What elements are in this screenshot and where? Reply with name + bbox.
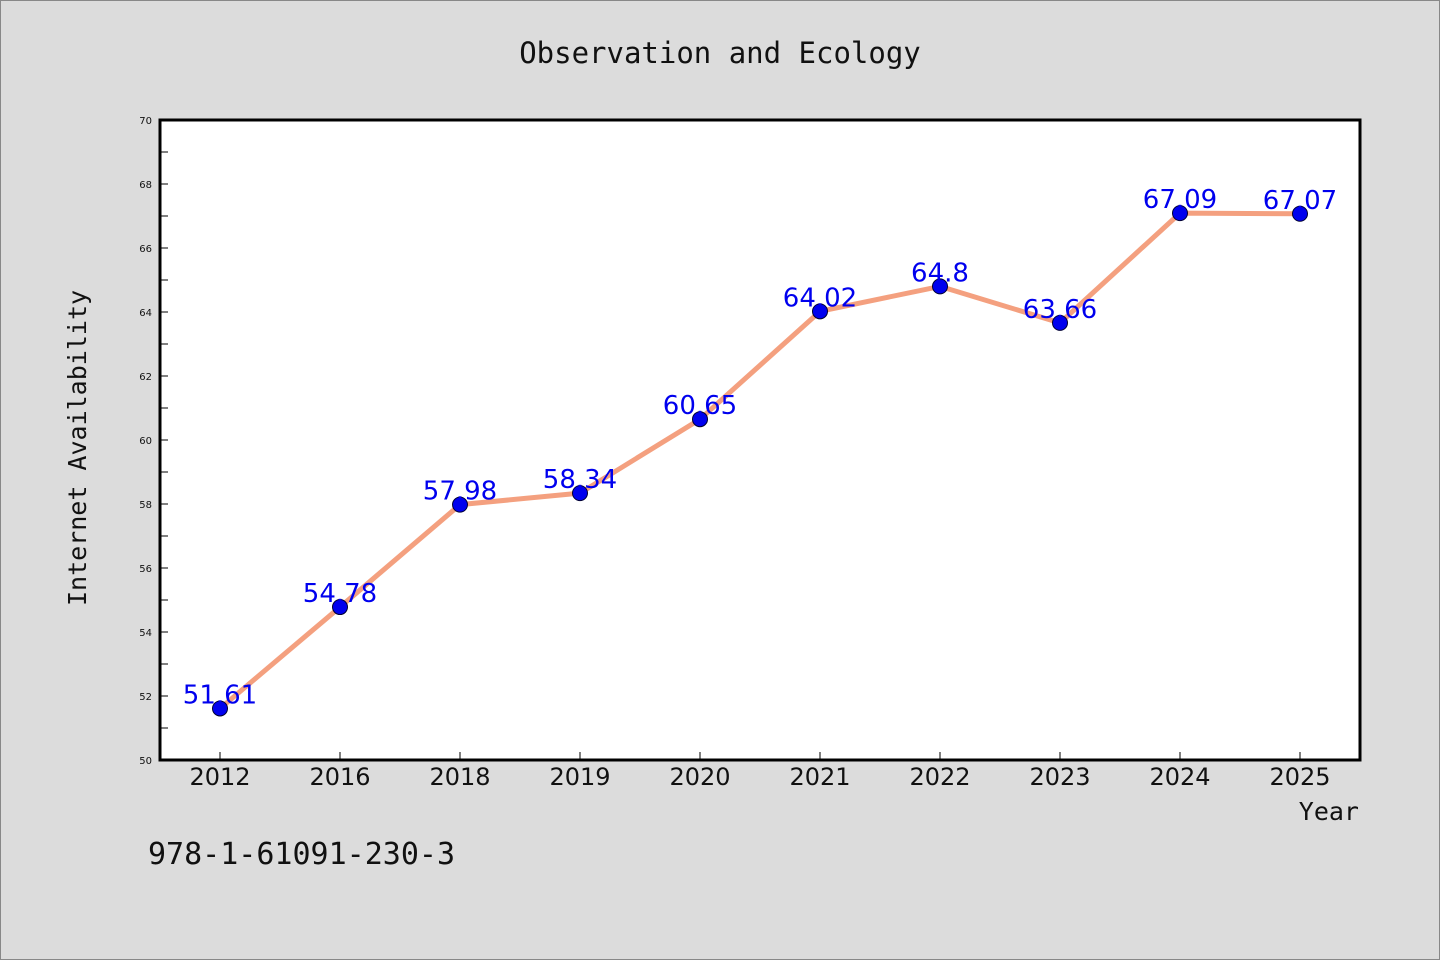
x-tick-label: 2020: [669, 763, 730, 791]
data-point: [932, 278, 948, 295]
y-tick-label: 54: [139, 628, 152, 639]
plot-frame: [158, 118, 1362, 762]
data-label: 60.65: [663, 391, 737, 421]
plot-area: [160, 120, 1360, 760]
x-tick-label: 2024: [1149, 763, 1210, 791]
y-tick-label: 52: [139, 692, 152, 703]
data-label: 54.78: [303, 579, 377, 609]
x-tick-label: 2018: [429, 763, 490, 791]
y-tick-label: 56: [139, 564, 152, 575]
x-tick-label: 2023: [1029, 763, 1090, 791]
data-label: 51.61: [183, 680, 257, 710]
chart-title: Observation and Ecology: [519, 36, 921, 70]
data-point: [332, 599, 348, 616]
data-point: [452, 496, 468, 513]
data-point: [212, 700, 228, 717]
data-point: [692, 411, 708, 428]
y-tick-label: 66: [139, 244, 152, 255]
data-label: 67.07: [1263, 186, 1337, 216]
x-tick-label: 2022: [909, 763, 970, 791]
series-line: [217, 210, 1303, 711]
data-label: 63.66: [1023, 295, 1097, 325]
y-axis-label: Internet Availability: [63, 290, 92, 606]
y-tick-label: 68: [139, 180, 152, 191]
y-tick-label: 62: [139, 372, 152, 383]
x-tick-label: 2021: [789, 763, 850, 791]
x-tick-label: 2016: [309, 763, 370, 791]
data-label: 58.34: [543, 465, 617, 495]
data-label: 57.98: [423, 477, 497, 507]
x-tick-label: 2012: [189, 763, 250, 791]
x-tick-label: 2025: [1269, 763, 1330, 791]
y-tick-label: 64: [139, 308, 152, 319]
data-label: 64.8: [911, 258, 969, 288]
y-tick-label: 70: [139, 116, 152, 127]
y-tick-label: 60: [139, 436, 152, 447]
data-label: 67.09: [1143, 185, 1217, 215]
data-point: [1172, 205, 1188, 222]
y-tick-label: 50: [139, 756, 152, 767]
y-tick-label: 58: [139, 500, 152, 511]
data-labels: 51.61 54.78 57.98 58.34 60.65 64.02 64.8 63.66 6…: [183, 185, 1337, 710]
x-tick-label: 2019: [549, 763, 610, 791]
isbn-code: 978-1-61091-230-3: [148, 837, 455, 872]
x-axis: 2012 2016 2018 2019 2020 2021 2022 2023 2024 2025: [189, 752, 1331, 791]
data-point: [572, 485, 588, 502]
data-point: [1052, 314, 1068, 331]
series-group: [212, 205, 1308, 717]
x-axis-label: Year: [1299, 797, 1359, 826]
data-point: [1292, 205, 1308, 222]
data-point: [812, 303, 828, 320]
data-label: 64.02: [783, 283, 857, 313]
